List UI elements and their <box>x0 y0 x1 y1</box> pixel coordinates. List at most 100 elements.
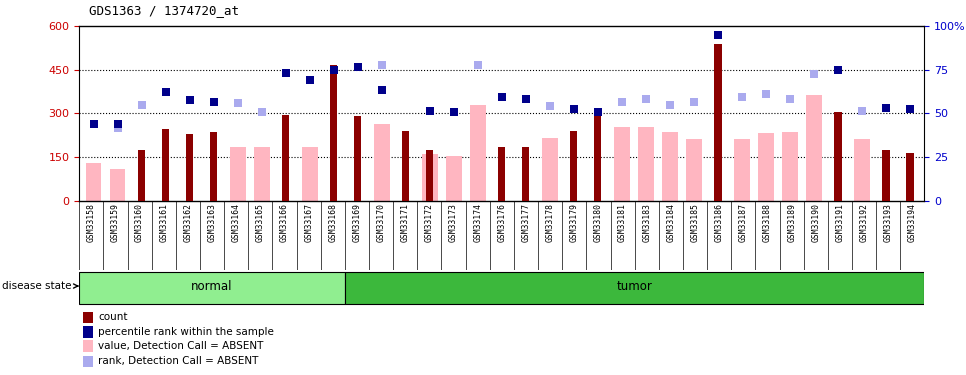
Point <box>326 67 341 73</box>
Text: GSM33162: GSM33162 <box>184 203 192 242</box>
Point <box>734 94 750 100</box>
Point <box>495 94 510 100</box>
Bar <box>446 156 462 201</box>
Point <box>854 108 869 114</box>
Bar <box>906 153 914 201</box>
Text: GSM33192: GSM33192 <box>860 203 868 242</box>
Bar <box>542 138 557 201</box>
Text: GSM33188: GSM33188 <box>763 203 772 242</box>
Bar <box>302 147 318 201</box>
Text: normal: normal <box>191 279 233 292</box>
Bar <box>230 147 245 201</box>
Bar <box>639 127 654 201</box>
Point <box>831 67 846 73</box>
Text: GSM33176: GSM33176 <box>497 203 506 242</box>
Bar <box>662 132 678 201</box>
Point <box>374 63 389 69</box>
Point <box>518 96 533 102</box>
Text: GSM33166: GSM33166 <box>280 203 289 242</box>
Bar <box>758 133 774 201</box>
Bar <box>882 150 890 201</box>
Text: rank, Detection Call = ABSENT: rank, Detection Call = ABSENT <box>99 356 259 366</box>
Bar <box>83 356 93 368</box>
Point <box>663 102 678 108</box>
Point <box>446 109 462 115</box>
Point <box>157 88 173 94</box>
Text: GSM33190: GSM33190 <box>811 203 820 242</box>
FancyBboxPatch shape <box>345 272 924 304</box>
Bar <box>355 116 361 201</box>
Point <box>110 121 126 127</box>
Point <box>566 106 582 112</box>
Bar <box>422 153 438 201</box>
Point <box>782 96 798 102</box>
Bar <box>835 112 841 201</box>
Text: GSM33163: GSM33163 <box>208 203 216 242</box>
Point <box>110 125 126 131</box>
Bar <box>138 150 145 201</box>
Point <box>710 32 725 38</box>
Bar <box>186 134 193 201</box>
Bar <box>83 326 93 338</box>
Text: GSM33158: GSM33158 <box>87 203 96 242</box>
Text: GSM33164: GSM33164 <box>232 203 241 242</box>
Point <box>134 102 150 108</box>
Text: GSM33167: GSM33167 <box>304 203 313 242</box>
Point <box>302 77 318 83</box>
Bar <box>330 66 337 201</box>
Text: GSM33174: GSM33174 <box>473 203 482 242</box>
Point <box>182 98 197 104</box>
Point <box>230 100 245 106</box>
Text: GSM33193: GSM33193 <box>884 203 893 242</box>
Point <box>590 109 606 115</box>
Point <box>206 99 221 105</box>
Text: GSM33165: GSM33165 <box>256 203 265 242</box>
Bar <box>498 147 505 201</box>
Bar <box>714 44 722 201</box>
Text: GSM33181: GSM33181 <box>618 203 627 242</box>
Bar <box>470 105 486 201</box>
Point <box>639 96 654 102</box>
Point <box>758 91 774 97</box>
Text: GSM33186: GSM33186 <box>715 203 724 242</box>
Point <box>542 103 557 109</box>
Text: GSM33183: GSM33183 <box>642 203 651 242</box>
Bar <box>594 116 602 201</box>
Point <box>878 105 894 111</box>
Bar <box>282 115 290 201</box>
Bar <box>734 139 750 201</box>
Bar <box>523 147 529 201</box>
Text: GSM33185: GSM33185 <box>691 203 699 242</box>
Text: GSM33171: GSM33171 <box>401 203 410 242</box>
Bar <box>83 340 93 352</box>
Text: GSM33159: GSM33159 <box>111 203 120 242</box>
Text: GSM33194: GSM33194 <box>908 203 917 242</box>
Point <box>902 106 918 112</box>
Bar <box>402 131 410 201</box>
Bar <box>86 163 101 201</box>
Text: GSM33172: GSM33172 <box>425 203 434 242</box>
Text: value, Detection Call = ABSENT: value, Detection Call = ABSENT <box>99 341 264 351</box>
Bar <box>686 139 701 201</box>
Bar <box>426 150 434 201</box>
Text: count: count <box>99 312 128 322</box>
Bar <box>83 312 93 323</box>
Text: GSM33170: GSM33170 <box>377 203 385 242</box>
Point <box>686 99 701 105</box>
Text: GSM33180: GSM33180 <box>594 203 603 242</box>
Point <box>374 87 389 93</box>
Text: GSM33161: GSM33161 <box>159 203 168 242</box>
Text: GSM33173: GSM33173 <box>449 203 458 242</box>
Text: GSM33179: GSM33179 <box>570 203 579 242</box>
Text: GSM33160: GSM33160 <box>135 203 144 242</box>
Text: GSM33184: GSM33184 <box>667 203 675 242</box>
Text: GSM33187: GSM33187 <box>739 203 748 242</box>
Bar <box>807 94 822 201</box>
Point <box>278 70 294 76</box>
FancyBboxPatch shape <box>79 272 345 304</box>
Text: disease state: disease state <box>2 281 77 291</box>
Text: percentile rank within the sample: percentile rank within the sample <box>99 327 274 337</box>
Point <box>614 99 630 105</box>
Text: GSM33168: GSM33168 <box>328 203 337 242</box>
Bar <box>110 169 126 201</box>
